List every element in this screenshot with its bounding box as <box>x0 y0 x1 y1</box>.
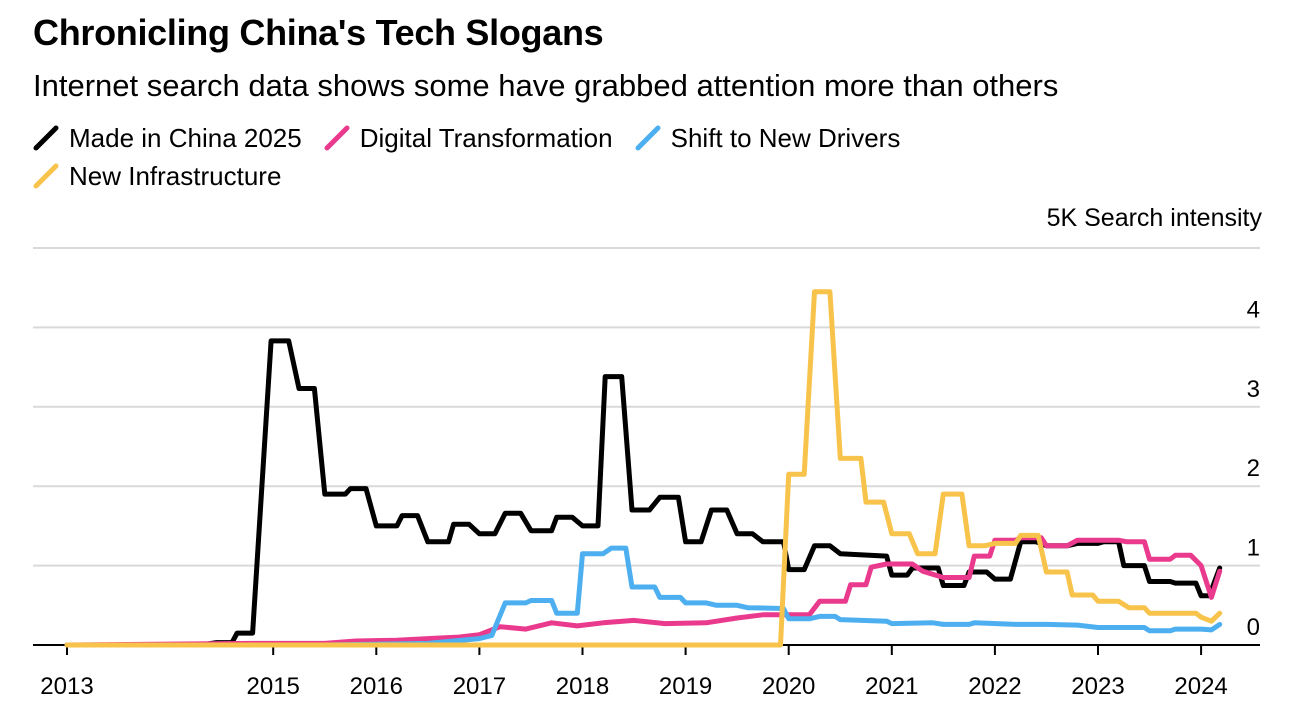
x-tick-label: 2015 <box>247 673 300 700</box>
y-tick-label: 4 <box>1247 296 1260 323</box>
chart-subtitle: Internet search data shows some have gra… <box>33 68 1059 103</box>
y-tick-label: 2 <box>1247 455 1260 482</box>
x-tick-label: 2024 <box>1174 673 1227 700</box>
chart-title: Chronicling China's Tech Slogans <box>33 12 604 53</box>
x-tick-label: 2020 <box>762 673 815 700</box>
x-tick-label: 2023 <box>1071 673 1124 700</box>
x-tick-label: 2019 <box>659 673 712 700</box>
legend-item: Digital Transformation <box>324 120 613 156</box>
y-tick-label: 1 <box>1247 535 1260 562</box>
x-tick-label: 2021 <box>865 673 918 700</box>
series-line-digital-transformation <box>64 535 1223 648</box>
legend-swatch-icon <box>324 125 350 151</box>
x-tick-label: 2016 <box>350 673 403 700</box>
legend-swatch-icon <box>33 125 59 151</box>
legend-label: Digital Transformation <box>359 122 613 153</box>
y-tick-label: 0 <box>1247 614 1260 641</box>
x-tick-label: 2013 <box>40 673 93 700</box>
x-tick-label: 2018 <box>556 673 609 700</box>
x-tick-label: 2022 <box>968 673 1021 700</box>
series-line-made-in-china-2025 <box>64 338 1223 648</box>
series-line-shift-to-new-drivers <box>64 545 1223 648</box>
legend-label: New Infrastructure <box>69 160 282 191</box>
legend-swatch-icon <box>635 125 661 151</box>
legend-label: Shift to New Drivers <box>670 122 901 153</box>
y-tick-label: 3 <box>1247 376 1260 403</box>
legend-item: New Infrastructure <box>33 158 281 194</box>
x-tick-label: 2017 <box>453 673 506 700</box>
legend-item: Made in China 2025 <box>33 120 302 156</box>
legend-label: Made in China 2025 <box>69 122 302 153</box>
legend-swatch-icon <box>33 163 59 189</box>
legend-item: Shift to New Drivers <box>635 120 901 156</box>
series-line-new-infrastructure <box>64 289 1223 648</box>
legend: Made in China 2025 Digital Transformation… <box>33 120 1133 196</box>
y-axis-label: 5K Search intensity <box>1046 204 1262 232</box>
